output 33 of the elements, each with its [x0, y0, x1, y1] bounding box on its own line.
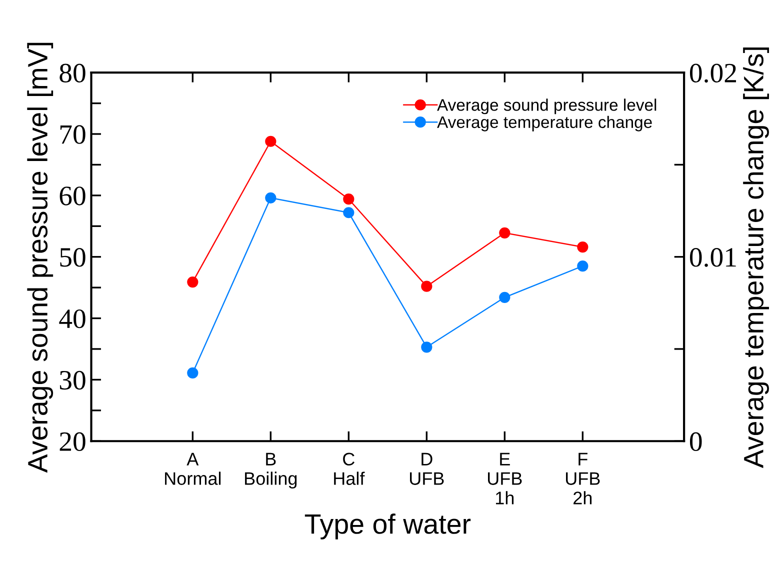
point: [265, 192, 276, 204]
y-tick-label: 50: [60, 248, 86, 267]
y-axis-title: Average sound pressure level [mV]: [27, 42, 54, 473]
point: [265, 136, 276, 147]
point: [343, 194, 354, 205]
x-tick-label: A Normal: [165, 452, 221, 485]
point: [187, 276, 198, 288]
y2-axis-title: Average temperature change [K/s]: [743, 48, 769, 468]
point: [577, 260, 588, 272]
point: [577, 241, 588, 253]
point: [499, 292, 510, 303]
y2-tick-label: 0: [690, 432, 702, 452]
point: [187, 367, 198, 378]
x-tick-label: C Half: [334, 452, 365, 485]
y2-tick-label: 0.01: [690, 248, 736, 267]
point: [499, 227, 510, 238]
x-tick-label: D UFB: [410, 452, 444, 485]
legend-label: Average sound pressure level: [437, 98, 656, 114]
x-tick-label: E UFB 1h: [488, 452, 522, 504]
point: [421, 280, 432, 292]
x-axis-title: Type of water: [304, 514, 471, 540]
y-tick-label: 40: [59, 309, 86, 328]
point: [421, 342, 432, 353]
y-tick-label: 30: [60, 370, 86, 390]
y-tick-label: 70: [60, 125, 86, 144]
y-tick-label: 60: [60, 186, 86, 206]
y2-tick-label: 0.02: [690, 64, 736, 83]
legend-label: Average temperature change: [437, 116, 652, 132]
y-tick-label: 20: [60, 432, 86, 452]
x-tick-label: B Boiling: [245, 452, 297, 489]
y-tick-label: 80: [60, 64, 86, 82]
point: [343, 207, 354, 218]
x-tick-label: F UFB 2h: [566, 452, 600, 504]
